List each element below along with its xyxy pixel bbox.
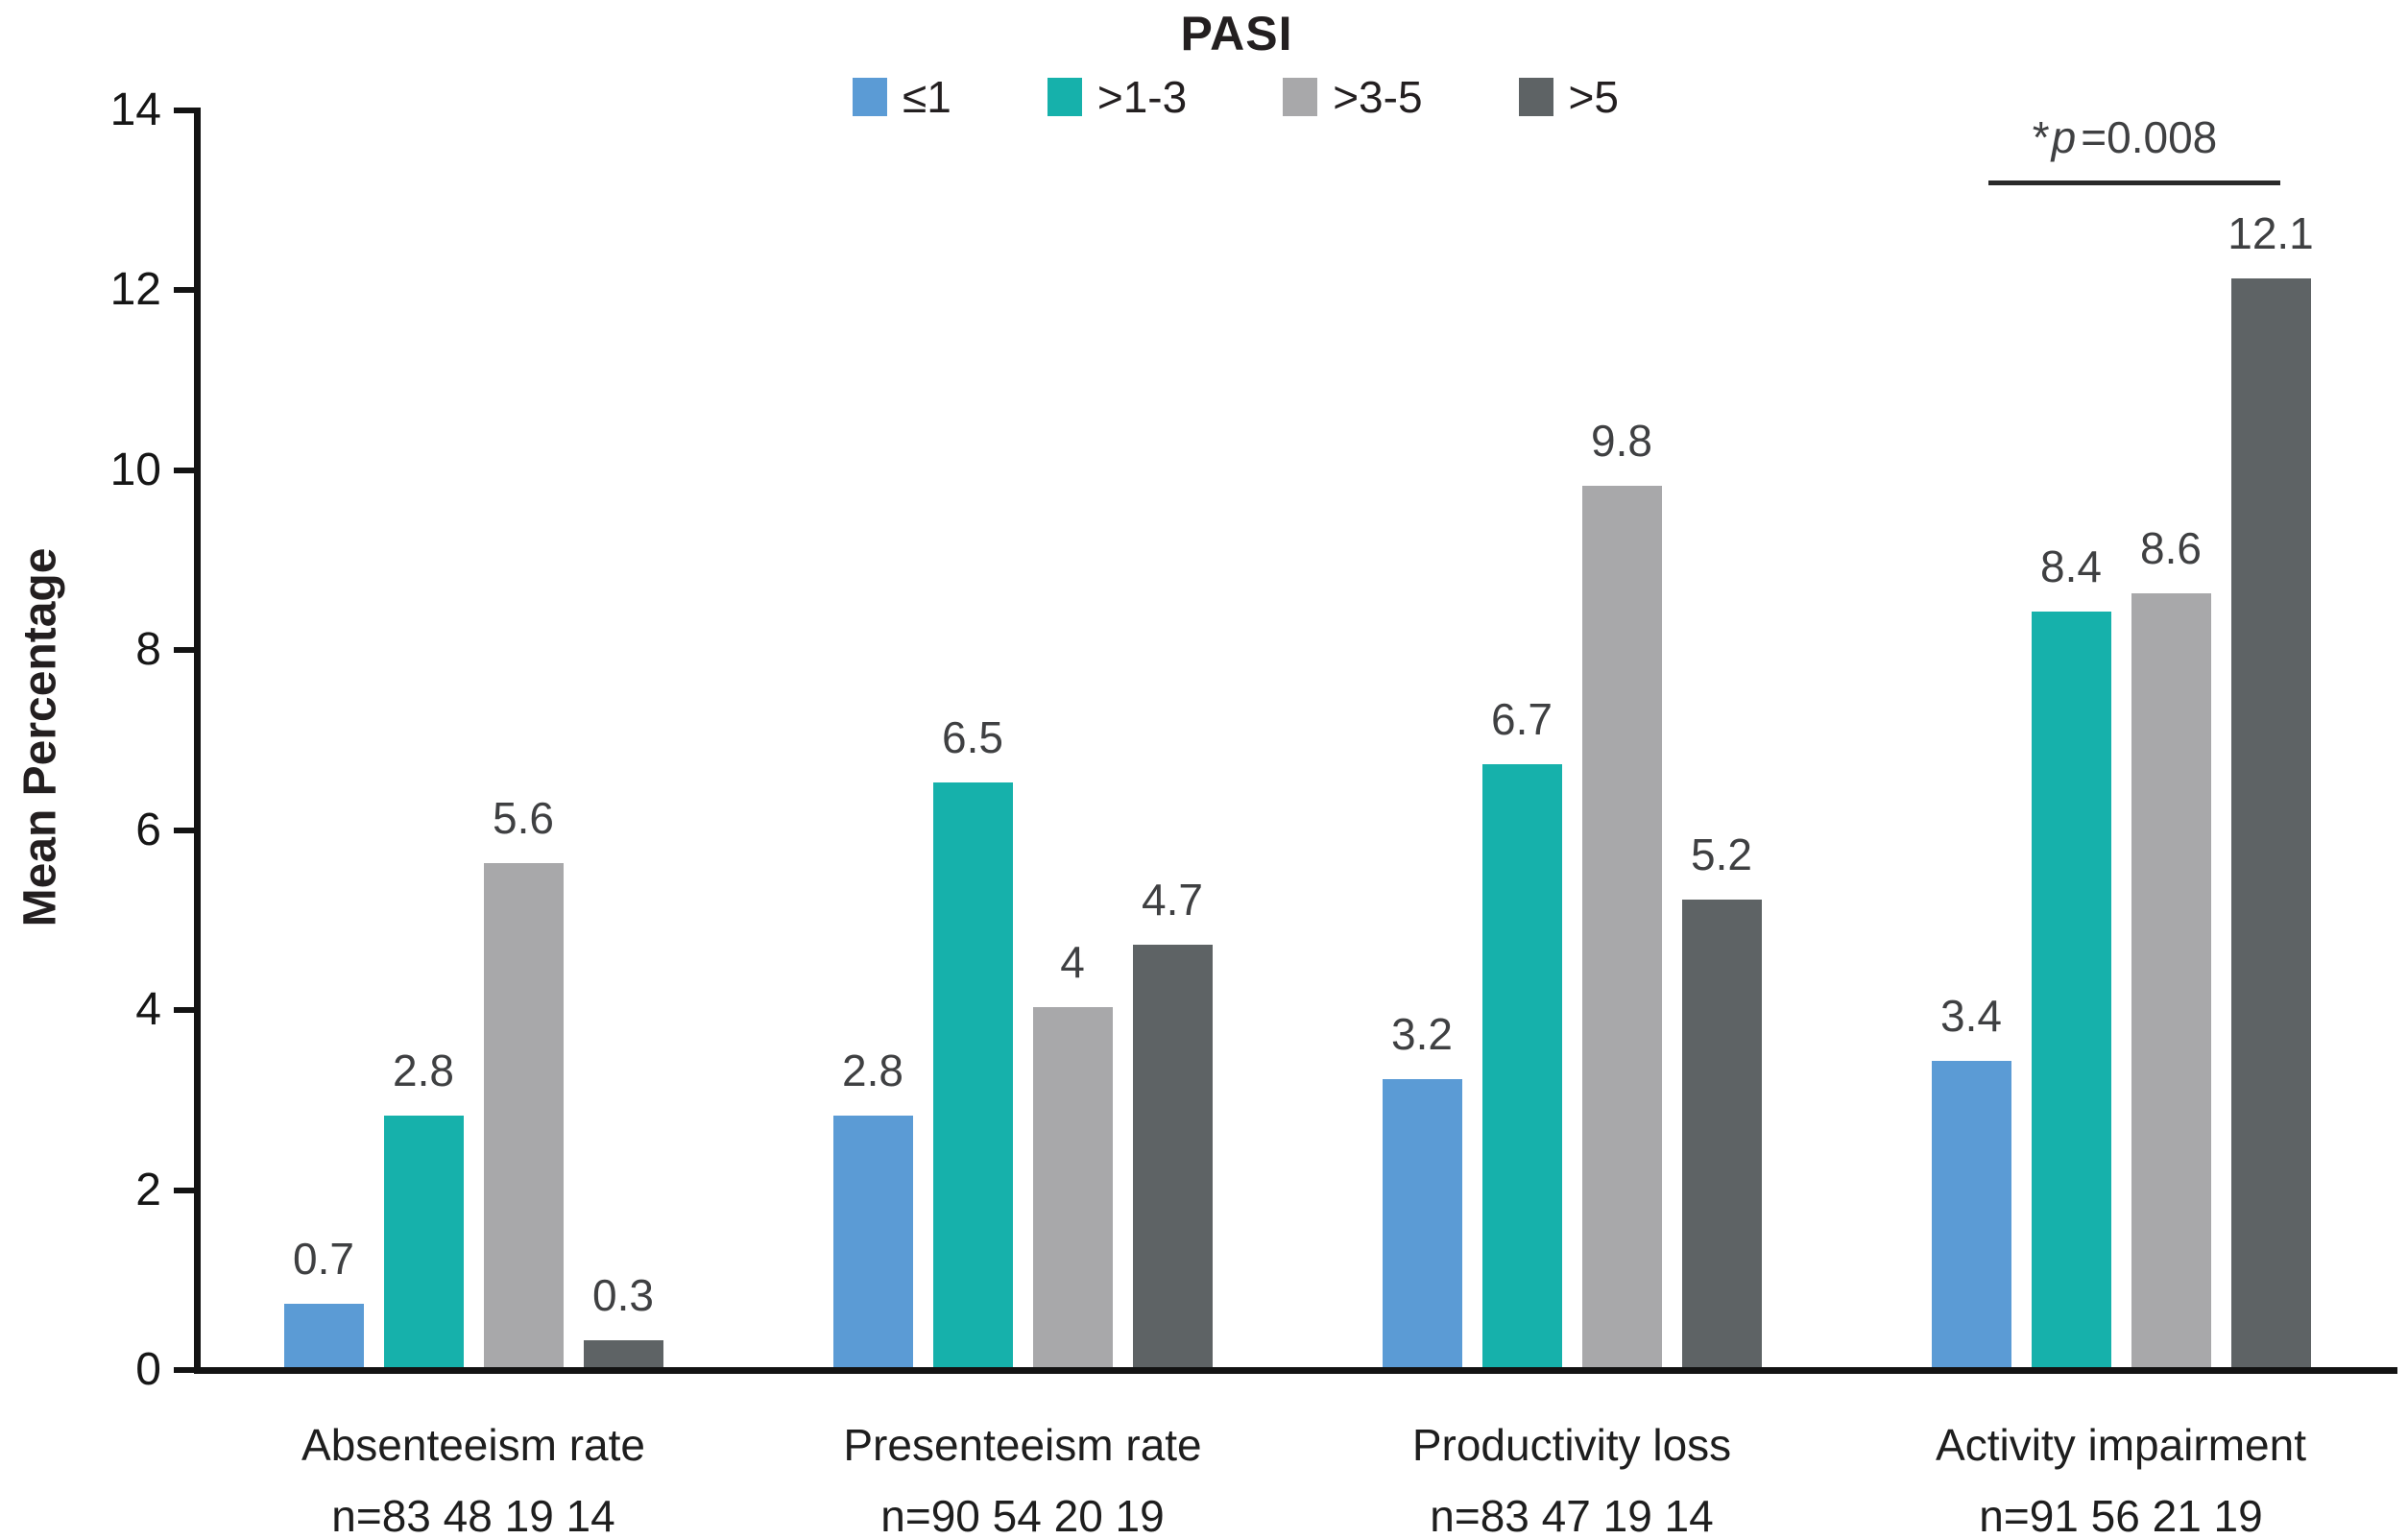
bar-value-label: 6.7 bbox=[1491, 694, 1553, 745]
bar->1-3-presenteeism-rate bbox=[932, 782, 1013, 1367]
bar-value-label: 4 bbox=[1060, 937, 1085, 988]
significance-star: * bbox=[2032, 112, 2050, 162]
bar->3-5-productivity-loss bbox=[1581, 485, 1662, 1367]
bar-value-label: 12.1 bbox=[2227, 208, 2314, 259]
legend-swatch-icon bbox=[1283, 78, 1318, 116]
y-tick-label: 4 bbox=[135, 984, 161, 1036]
y-tick-label: 6 bbox=[135, 804, 161, 855]
bar-≤1-absenteeism-rate bbox=[283, 1304, 364, 1367]
bar->1-3-absenteeism-rate bbox=[383, 1115, 464, 1367]
category-n-label: n=83 48 19 14 bbox=[331, 1491, 615, 1539]
legend-swatch-icon bbox=[1047, 78, 1082, 116]
bar-≤1-activity-impairment bbox=[1931, 1061, 2011, 1367]
legend-item-3: >3-5 bbox=[1283, 72, 1423, 122]
category-label: Productivity loss bbox=[1411, 1420, 1732, 1470]
bar->5-absenteeism-rate bbox=[583, 1339, 663, 1367]
category-label: Absenteeism rate bbox=[301, 1420, 645, 1470]
y-tick-label: 2 bbox=[135, 1164, 161, 1215]
legend-item-2: >1-3 bbox=[1047, 75, 1187, 119]
bar-≤1-presenteeism-rate bbox=[832, 1115, 913, 1367]
bar->3-5-absenteeism-rate bbox=[483, 863, 564, 1367]
legend-item-label: >3-5 bbox=[1333, 72, 1423, 122]
x-axis-line bbox=[194, 1367, 2397, 1374]
bar-value-label: 8.4 bbox=[2040, 541, 2102, 591]
y-tick bbox=[174, 647, 194, 654]
legend-item-label: >1-3 bbox=[1096, 72, 1188, 122]
category-n-label: n=83 47 19 14 bbox=[1430, 1491, 1714, 1539]
bar-value-label: 3.2 bbox=[1391, 1009, 1453, 1060]
significance-line bbox=[1988, 180, 2280, 185]
category-n-label: n=90 54 20 19 bbox=[880, 1491, 1165, 1539]
y-tick bbox=[174, 1007, 194, 1014]
y-tick bbox=[174, 287, 194, 294]
legend: ≤1 >1-3 >3-5 >5 bbox=[852, 72, 1620, 122]
y-tick bbox=[174, 467, 194, 473]
bar->5-productivity-loss bbox=[1681, 899, 1762, 1367]
bar-value-label: 3.4 bbox=[1940, 991, 2002, 1042]
category-label: Activity impairment bbox=[1936, 1420, 2306, 1470]
legend-swatch-icon bbox=[852, 78, 887, 116]
category-n-label: n=91 56 21 19 bbox=[1979, 1491, 2263, 1539]
bar->1-3-activity-impairment bbox=[2031, 611, 2111, 1367]
y-tick bbox=[174, 827, 194, 833]
bar->3-5-presenteeism-rate bbox=[1032, 1007, 1113, 1367]
bar-value-label: 5.6 bbox=[493, 793, 554, 844]
y-tick-label: 0 bbox=[135, 1344, 161, 1395]
y-tick-label: 14 bbox=[109, 84, 161, 135]
bar-value-label: 4.7 bbox=[1142, 874, 1203, 925]
bar->3-5-activity-impairment bbox=[2131, 593, 2211, 1367]
bar-≤1-productivity-loss bbox=[1382, 1079, 1462, 1367]
legend-swatch-icon bbox=[1518, 78, 1553, 116]
bar-value-label: 0.3 bbox=[592, 1269, 654, 1320]
significance-value: =0.008 bbox=[2081, 112, 2218, 162]
bar->1-3-productivity-loss bbox=[1481, 764, 1562, 1367]
y-tick-label: 12 bbox=[109, 264, 161, 316]
significance-p-symbol: p bbox=[2051, 112, 2077, 162]
legend-item-label: >5 bbox=[1568, 72, 1620, 122]
chart-title: PASI bbox=[1180, 7, 1293, 60]
category-label: Presenteeism rate bbox=[843, 1420, 1202, 1470]
bar->5-activity-impairment bbox=[2230, 278, 2311, 1367]
bar-value-label: 0.7 bbox=[293, 1234, 354, 1285]
bar-value-label: 2.8 bbox=[842, 1045, 903, 1095]
bar-value-label: 5.2 bbox=[1691, 829, 1752, 879]
legend-item-label: ≤1 bbox=[902, 72, 951, 122]
bar-value-label: 8.6 bbox=[2140, 523, 2202, 574]
bar-value-label: 6.5 bbox=[942, 711, 1003, 762]
y-tick bbox=[174, 1367, 194, 1373]
y-tick bbox=[174, 108, 194, 113]
bar-value-label: 9.8 bbox=[1591, 415, 1652, 466]
legend-item-1: ≤1 bbox=[852, 72, 951, 122]
bar-value-label: 2.8 bbox=[393, 1045, 454, 1095]
bar->5-presenteeism-rate bbox=[1132, 944, 1213, 1367]
y-tick bbox=[174, 1187, 194, 1193]
legend-item-4: >5 bbox=[1518, 72, 1620, 122]
significance-text: *p =0.008 bbox=[2033, 111, 2217, 163]
y-axis-line bbox=[194, 108, 201, 1374]
y-tick-label: 8 bbox=[135, 624, 161, 676]
y-axis-label: Mean Percentage bbox=[14, 547, 66, 927]
y-tick-label: 10 bbox=[109, 444, 161, 495]
